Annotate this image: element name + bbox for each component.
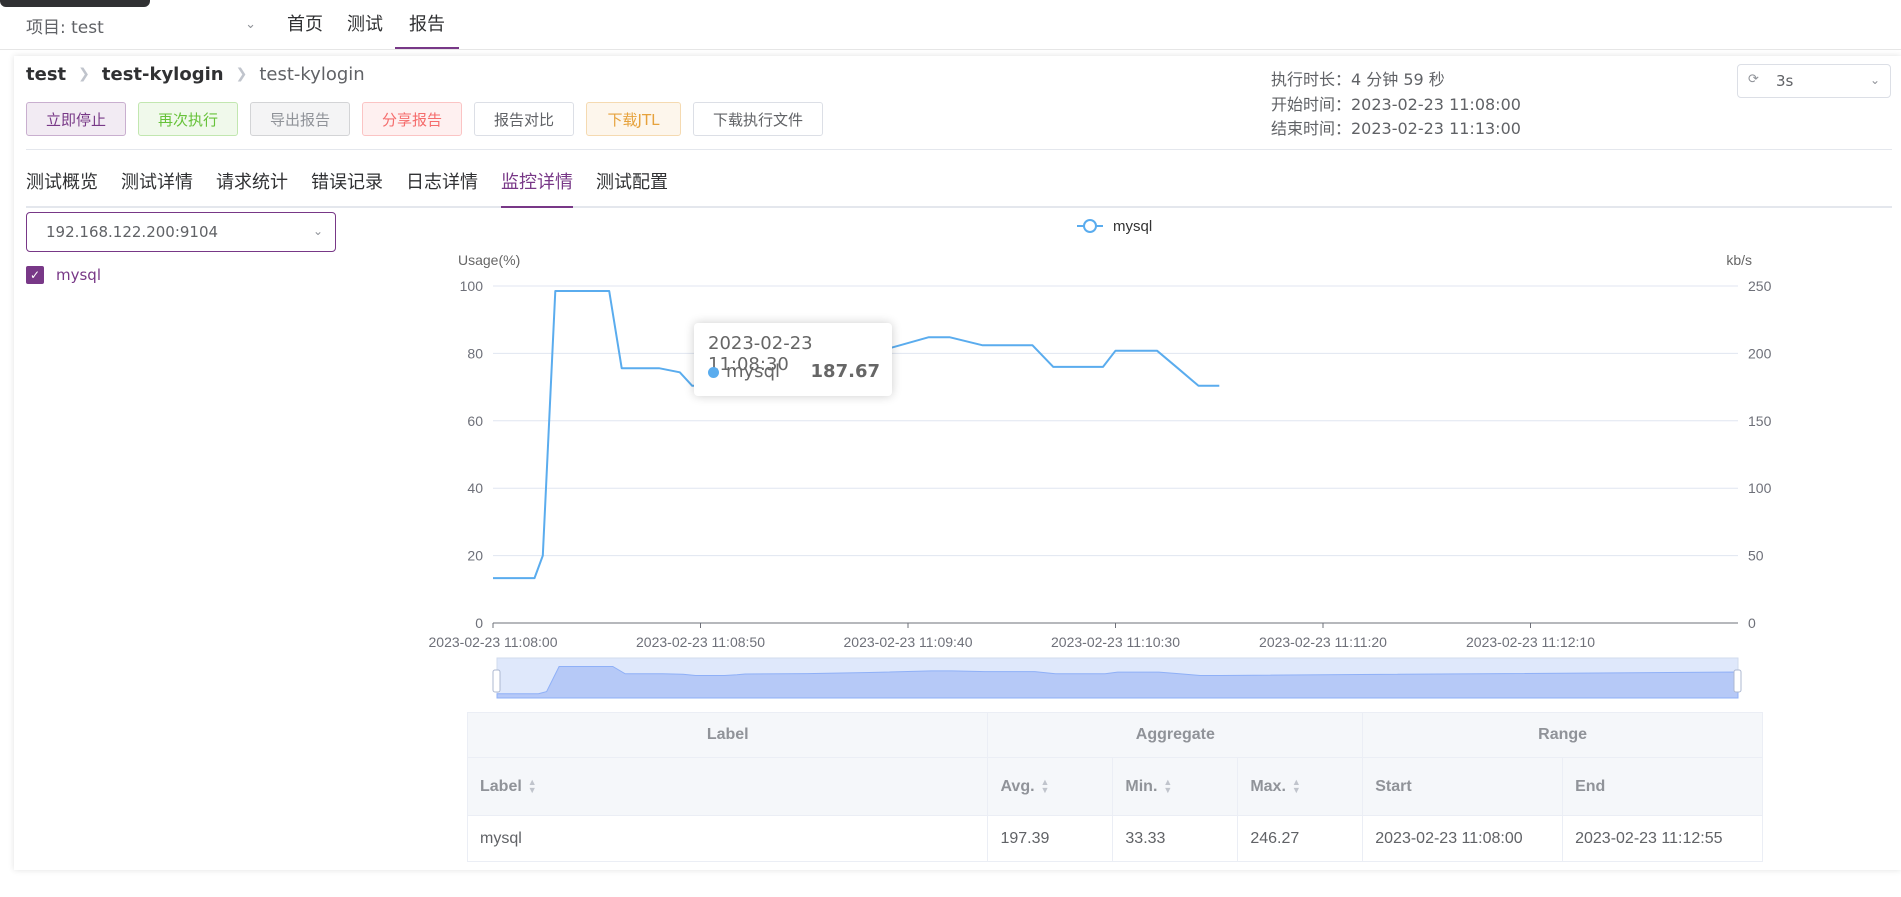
tab-errors[interactable]: 错误记录 <box>311 172 383 193</box>
breadcrumb-test[interactable]: test-kylogin <box>101 63 224 85</box>
project-select[interactable]: 项目: test ⌄ <box>26 10 256 40</box>
breadcrumb-report: test-kylogin <box>259 63 365 85</box>
nav-test[interactable]: 测试 <box>347 14 383 35</box>
y-tick-left: 20 <box>467 548 483 564</box>
project-select-label: 项目: test <box>26 17 104 38</box>
x-tick-label: 2023-02-23 11:08:00 <box>429 634 558 650</box>
cell-min: 33.33 <box>1112 815 1239 862</box>
sort-icon[interactable]: ▲ ▼ <box>527 777 537 796</box>
y-tick-right: 100 <box>1748 480 1772 496</box>
group-header-label: Label <box>466 712 989 758</box>
header-divider <box>26 149 1892 150</box>
y-tick-left: 80 <box>467 345 483 361</box>
refresh-interval-value: 3s <box>1776 72 1794 90</box>
sort-icon[interactable]: ▲ ▼ <box>1163 777 1173 796</box>
y-tick-left: 100 <box>460 278 484 294</box>
summary-table: Label Aggregate Range Label ▲ ▼ Avg. ▲ ▼ Min… <box>466 712 1763 862</box>
sort-icon[interactable]: ▲ ▼ <box>1040 777 1050 796</box>
chart-tooltip: 2023-02-23 11:08:30 mysql 187.67 <box>694 323 892 396</box>
column-header-text: Avg. <box>1000 777 1035 795</box>
y-tick-left: 40 <box>467 480 483 496</box>
share-report-button[interactable]: 分享报告 <box>362 102 462 136</box>
x-tick-label: 2023-02-23 11:12:10 <box>1466 634 1595 650</box>
tab-logs[interactable]: 日志详情 <box>406 172 478 193</box>
cell-label: mysql <box>466 815 989 862</box>
tabs-baseline <box>26 206 1892 208</box>
start-time-text: 开始时间：2023-02-23 11:08:00 <box>1271 95 1521 114</box>
y-axis-left-title: Usage(%) <box>458 252 520 268</box>
stop-now-button[interactable]: 立即停止 <box>26 102 126 136</box>
group-header-range: Range <box>1362 712 1763 758</box>
data-zoom-handle-right[interactable] <box>1733 669 1742 693</box>
y-tick-right: 0 <box>1748 615 1756 631</box>
column-header-end: End <box>1562 757 1763 816</box>
run-again-button[interactable]: 再次执行 <box>138 102 238 136</box>
top-tooltip-bar <box>0 0 150 7</box>
top-navbar: 项目: test ⌄ 首页 测试 报告 <box>0 0 1901 50</box>
host-select[interactable]: 192.168.122.200:9104 ⌄ <box>26 212 336 252</box>
nav-home[interactable]: 首页 <box>287 14 323 35</box>
group-header-aggregate: Aggregate <box>987 712 1364 758</box>
mysql-checkbox-label[interactable]: mysql <box>56 266 101 284</box>
data-zoom-handle-left[interactable] <box>492 669 501 693</box>
column-header-text: Max. <box>1250 777 1286 795</box>
cell-avg: 197.39 <box>987 815 1114 862</box>
column-header-avg[interactable]: Avg. ▲ ▼ <box>987 757 1114 816</box>
nav-report[interactable]: 报告 <box>395 0 459 49</box>
y-tick-left: 60 <box>467 413 483 429</box>
tooltip-series-name: mysql <box>726 361 780 382</box>
legend-label: mysql <box>1113 218 1152 235</box>
duration-text: 执行时长：4 分钟 59 秒 <box>1271 70 1445 89</box>
column-header-start: Start <box>1362 757 1564 816</box>
tab-overview[interactable]: 测试概览 <box>26 172 98 193</box>
tooltip-time: 2023-02-23 11:08:30 <box>708 333 813 375</box>
column-header-text: Min. <box>1125 777 1158 795</box>
breadcrumb-project[interactable]: test <box>26 63 67 85</box>
cell-end: 2023-02-23 11:12:55 <box>1562 815 1763 862</box>
tab-monitor[interactable]: 监控详情 <box>501 168 573 208</box>
cell-start: 2023-02-23 11:08:00 <box>1362 815 1564 862</box>
end-time-text: 结束时间：2023-02-23 11:13:00 <box>1271 119 1521 138</box>
tab-request-stats[interactable]: 请求统计 <box>216 172 288 193</box>
table-row: mysql 197.39 33.33 246.27 2023-02-23 11:… <box>466 815 1763 862</box>
chevron-down-icon: ⌄ <box>1869 73 1880 87</box>
legend-marker <box>1083 219 1097 233</box>
tooltip-value: 187.67 <box>810 361 880 382</box>
column-header-text: Label <box>480 777 522 795</box>
chevron-down-icon: ⌄ <box>312 224 323 238</box>
chevron-right-icon: ❯ <box>235 66 248 82</box>
export-report-button[interactable]: 导出报告 <box>250 102 350 136</box>
x-tick-label: 2023-02-23 11:09:40 <box>844 634 973 650</box>
y-tick-right: 150 <box>1748 413 1772 429</box>
chevron-down-icon: ⌄ <box>245 17 256 32</box>
x-tick-label: 2023-02-23 11:08:50 <box>636 634 765 650</box>
compare-report-button[interactable]: 报告对比 <box>474 102 574 136</box>
x-tick-label: 2023-02-23 11:11:20 <box>1259 634 1387 650</box>
cell-max: 246.27 <box>1237 815 1364 862</box>
refresh-interval-select[interactable]: ⟳ 3s ⌄ <box>1737 64 1891 98</box>
y-tick-right: 200 <box>1748 345 1772 361</box>
tab-details[interactable]: 测试详情 <box>121 172 193 193</box>
data-zoom-preview <box>496 666 1739 699</box>
mysql-checkbox[interactable]: ✓ <box>26 266 44 284</box>
column-header-max[interactable]: Max. ▲ ▼ <box>1237 757 1364 816</box>
y-axis-right-title: kb/s <box>1726 252 1752 268</box>
check-icon: ✓ <box>29 268 41 282</box>
host-select-value: 192.168.122.200:9104 <box>46 223 219 241</box>
tab-config[interactable]: 测试配置 <box>596 172 668 193</box>
download-files-button[interactable]: 下载执行文件 <box>693 102 823 136</box>
column-header-min[interactable]: Min. ▲ ▼ <box>1112 757 1239 816</box>
chevron-right-icon: ❯ <box>78 66 90 82</box>
y-tick-right: 250 <box>1748 278 1772 294</box>
refresh-icon: ⟳ <box>1748 72 1759 87</box>
x-tick-label: 2023-02-23 11:10:30 <box>1051 634 1180 650</box>
tooltip-series-dot <box>708 367 719 378</box>
y-tick-right: 50 <box>1748 548 1764 564</box>
column-header-label[interactable]: Label ▲ ▼ <box>466 757 989 816</box>
sort-icon[interactable]: ▲ ▼ <box>1291 777 1301 796</box>
download-jtl-button[interactable]: 下载JTL <box>586 102 681 136</box>
y-tick-left: 0 <box>475 615 483 631</box>
breadcrumb: test ❯ test-kylogin ❯ test-kylogin <box>26 62 365 86</box>
